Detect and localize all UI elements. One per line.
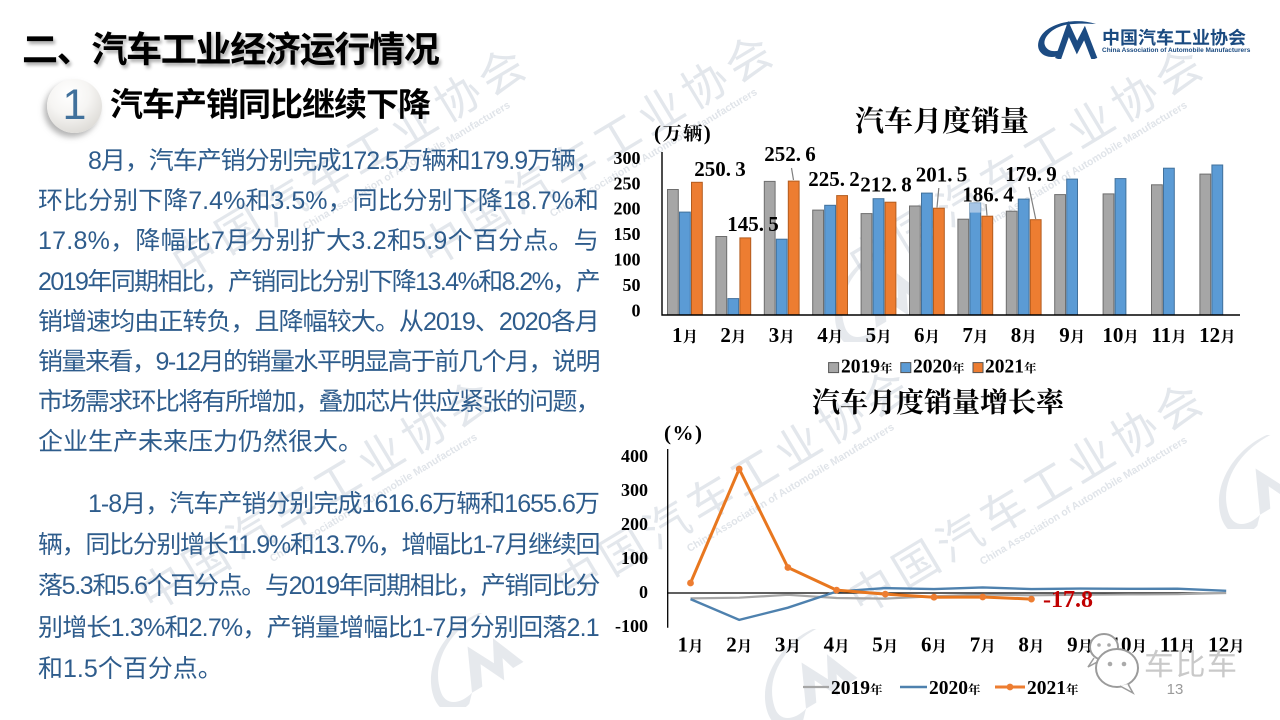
svg-text:50: 50 — [623, 275, 641, 295]
svg-text:2021年: 2021年 — [1027, 678, 1079, 699]
svg-text:252. 6: 252. 6 — [764, 142, 815, 166]
svg-text:9月: 9月 — [1059, 323, 1085, 347]
svg-text:225. 2: 225. 2 — [808, 167, 859, 191]
svg-text:400: 400 — [621, 446, 648, 466]
svg-text:2019年: 2019年 — [831, 678, 883, 699]
svg-text:7月: 7月 — [962, 323, 988, 347]
svg-text:150: 150 — [614, 224, 641, 244]
svg-text:10月: 10月 — [1102, 323, 1139, 347]
svg-text:250. 3: 250. 3 — [694, 157, 745, 181]
svg-text:0: 0 — [639, 582, 648, 602]
svg-text:1月: 1月 — [677, 633, 703, 657]
svg-text:100: 100 — [614, 250, 641, 270]
svg-text:179. 9: 179. 9 — [1005, 162, 1056, 186]
svg-text:1月: 1月 — [672, 323, 698, 347]
svg-text:7月: 7月 — [970, 633, 996, 657]
svg-text:6月: 6月 — [921, 633, 947, 657]
svg-text:12月: 12月 — [1208, 633, 1245, 657]
svg-text:300: 300 — [621, 480, 648, 500]
svg-text:8月: 8月 — [1018, 633, 1044, 657]
svg-text:2019年: 2019年 — [841, 357, 893, 378]
svg-text:2021年: 2021年 — [985, 357, 1037, 378]
svg-text:300: 300 — [614, 148, 641, 168]
svg-text:12月: 12月 — [1199, 323, 1236, 347]
svg-text:250: 250 — [614, 173, 641, 193]
svg-text:200: 200 — [621, 514, 648, 534]
svg-text:145. 5: 145. 5 — [727, 212, 778, 236]
svg-text:2020年: 2020年 — [913, 357, 965, 378]
svg-text:5月: 5月 — [872, 633, 898, 657]
svg-text:3月: 3月 — [775, 633, 801, 657]
svg-text:9月: 9月 — [1067, 633, 1093, 657]
svg-text:200: 200 — [614, 199, 641, 219]
svg-text:13: 13 — [1167, 681, 1184, 698]
svg-text:186. 4: 186. 4 — [962, 183, 1014, 207]
svg-text:2月: 2月 — [720, 323, 746, 347]
svg-text:-17.8: -17.8 — [1043, 587, 1093, 613]
svg-text:5月: 5月 — [866, 323, 892, 347]
svg-text:-100: -100 — [615, 616, 648, 636]
svg-text:2月: 2月 — [726, 633, 752, 657]
svg-text:4月: 4月 — [824, 633, 850, 657]
svg-text:3月: 3月 — [769, 323, 795, 347]
svg-text:201. 5: 201. 5 — [916, 163, 967, 187]
svg-text:汽车月度销量增长率: 汽车月度销量增长率 — [812, 388, 1064, 419]
svg-text:(万辆): (万辆) — [654, 121, 712, 145]
svg-text:2020年: 2020年 — [929, 678, 981, 699]
svg-text:11月: 11月 — [1151, 323, 1186, 347]
svg-text:100: 100 — [621, 548, 648, 568]
svg-text:4月: 4月 — [817, 323, 843, 347]
svg-text:(%): (%) — [664, 421, 704, 445]
svg-text:0: 0 — [632, 301, 641, 321]
svg-text:8月: 8月 — [1011, 323, 1037, 347]
svg-text:212. 8: 212. 8 — [860, 173, 911, 197]
svg-text:汽车月度销量: 汽车月度销量 — [855, 106, 1029, 138]
svg-text:6月: 6月 — [914, 323, 940, 347]
svg-text:车比车: 车比车 — [1144, 640, 1239, 684]
